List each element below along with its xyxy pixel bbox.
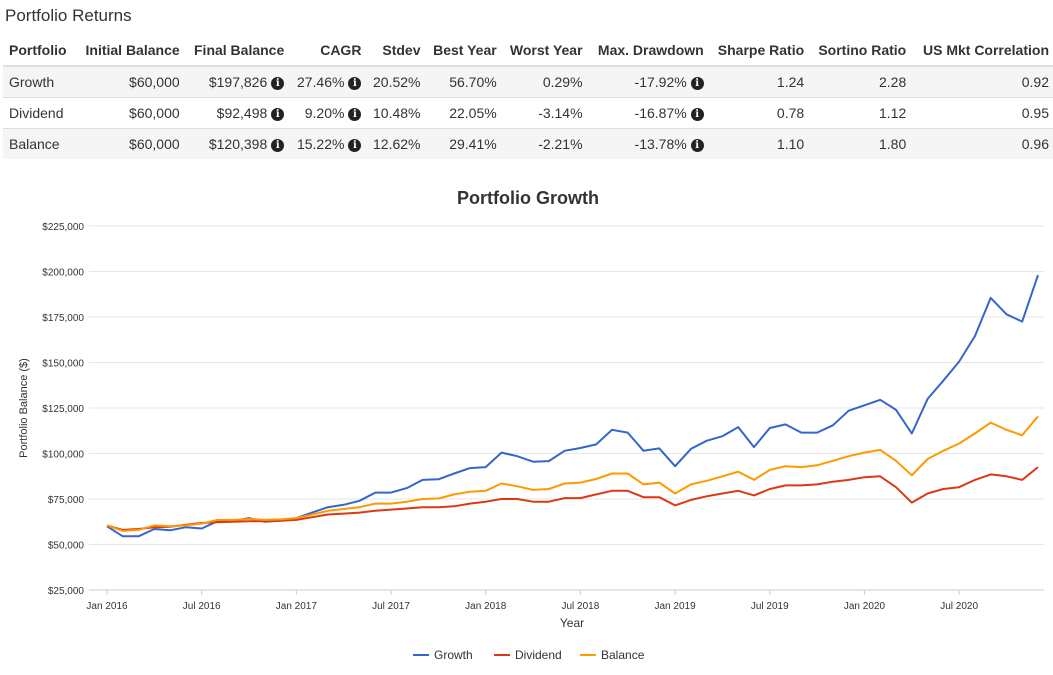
cell-max-drawdown-value: -17.92% [634, 74, 687, 90]
info-circle-icon[interactable]: i [348, 77, 362, 90]
series-line-dividend [106, 466, 1039, 531]
header-portfolio[interactable]: Portfolio [3, 36, 75, 67]
cell-initial-balance: $60,000 [74, 65, 184, 98]
cell-cagr: 15.22% i [288, 128, 366, 159]
cell-stdev: 10.48% [365, 97, 425, 129]
cell-sortino-ratio: 2.28 [808, 65, 911, 98]
cell-sharpe-ratio: 0.78 [707, 97, 809, 129]
cell-max-drawdown: -13.78% i [586, 128, 708, 159]
table-row: Growth $60,000 $197,826 i 27.46% i 20.52% … [3, 65, 1053, 98]
cell-max-drawdown: -16.87% i [586, 97, 708, 129]
cell-max-drawdown: -17.92% i [586, 65, 708, 98]
cell-us-mkt-correlation: 0.96 [910, 128, 1053, 159]
header-max-drawdown[interactable]: Max. Drawdown [586, 36, 708, 67]
cell-worst-year: 0.29% [500, 65, 587, 98]
cell-sortino-ratio: 1.80 [808, 128, 911, 159]
cell-best-year: 22.05% [424, 97, 501, 129]
chart-title: Portfolio Growth [457, 188, 599, 208]
table-row: Balance $60,000 $120,398 i 15.22% i 12.62%… [3, 128, 1053, 159]
cell-sortino-ratio: 1.12 [808, 97, 911, 129]
info-circle-icon[interactable]: i [348, 139, 362, 152]
cell-final-balance-value: $92,498 [216, 105, 268, 121]
header-best-year[interactable]: Best Year [424, 36, 501, 67]
x-tick-label: Jan 2018 [465, 601, 507, 612]
x-tick-label: Jan 2020 [844, 601, 886, 612]
cell-us-mkt-correlation: 0.95 [910, 97, 1053, 129]
x-tick-label: Jul 2017 [372, 601, 410, 612]
cell-portfolio: Dividend [3, 97, 75, 129]
x-tick-label: Jan 2017 [276, 601, 318, 612]
cell-final-balance: $197,826 i [183, 65, 289, 98]
header-cagr[interactable]: CAGR [288, 36, 366, 67]
header-stdev[interactable]: Stdev [365, 36, 425, 67]
cell-max-drawdown-value: -13.78% [634, 136, 687, 152]
cell-final-balance-value: $120,398 [208, 136, 268, 152]
cell-worst-year: -2.21% [500, 128, 587, 159]
header-worst-year[interactable]: Worst Year [500, 36, 587, 67]
section-title: Portfolio Returns [5, 6, 132, 25]
header-sortino-ratio[interactable]: Sortino Ratio [808, 36, 911, 67]
x-axis-label: Year [560, 616, 584, 630]
cell-final-balance-value: $197,826 [208, 74, 268, 90]
cell-portfolio: Growth [3, 65, 75, 98]
x-tick-label: Jul 2018 [561, 601, 599, 612]
portfolio-returns-table: Portfolio Initial Balance Final Balance … [3, 36, 1053, 159]
cell-portfolio: Balance [3, 128, 75, 159]
info-circle-icon[interactable]: i [348, 108, 362, 121]
cell-sharpe-ratio: 1.24 [707, 65, 809, 98]
header-initial-balance[interactable]: Initial Balance [74, 36, 184, 67]
cell-us-mkt-correlation: 0.92 [910, 65, 1053, 98]
cell-sharpe-ratio: 1.10 [707, 128, 809, 159]
y-tick-label: $50,000 [48, 541, 85, 552]
cell-initial-balance: $60,000 [74, 128, 184, 159]
y-tick-label: $100,000 [42, 450, 84, 461]
x-tick-label: Jan 2016 [86, 601, 128, 612]
info-circle-icon[interactable]: i [271, 77, 285, 90]
info-circle-icon[interactable]: i [690, 108, 704, 121]
info-circle-icon[interactable]: i [690, 77, 704, 90]
cell-best-year: 56.70% [424, 65, 501, 98]
cell-cagr-value: 27.46% [296, 74, 345, 90]
y-axis-label: Portfolio Balance ($) [18, 358, 30, 458]
cell-cagr: 27.46% i [288, 65, 366, 98]
legend-label-growth: Growth [434, 648, 473, 662]
chart-svg: Portfolio Growth $25,000 $50,000 $75,000 $10… [18, 188, 1044, 662]
table-row: Dividend $60,000 $92,498 i 9.20% i 10.48% … [3, 97, 1053, 129]
table-header-row: Portfolio Initial Balance Final Balance … [3, 36, 1053, 67]
x-tick-label: Jul 2020 [940, 601, 978, 612]
cell-stdev: 20.52% [365, 65, 425, 98]
y-tick-label: $150,000 [42, 359, 84, 370]
y-tick-label: $225,000 [42, 222, 84, 233]
y-tick-label: $175,000 [42, 313, 84, 324]
header-us-mkt-correlation[interactable]: US Mkt Correlation [910, 36, 1053, 67]
y-tick-label: $125,000 [42, 404, 84, 415]
y-tick-label: $25,000 [48, 586, 85, 597]
cell-stdev: 12.62% [365, 128, 425, 159]
cell-final-balance: $120,398 i [183, 128, 289, 159]
cell-max-drawdown-value: -16.87% [634, 105, 687, 121]
x-tick-label: Jul 2019 [751, 601, 789, 612]
cell-cagr: 9.20% i [288, 97, 366, 129]
cell-final-balance: $92,498 i [183, 97, 289, 129]
legend-label-dividend: Dividend [515, 648, 562, 662]
cell-initial-balance: $60,000 [74, 97, 184, 129]
x-tick-label: Jan 2019 [655, 601, 697, 612]
cell-worst-year: -3.14% [500, 97, 587, 129]
info-circle-icon[interactable]: i [271, 139, 285, 152]
portfolio-growth-chart: Portfolio Growth $25,000 $50,000 $75,000 $10… [0, 176, 1053, 670]
cell-cagr-value: 9.20% [304, 105, 345, 121]
y-tick-label: $200,000 [42, 268, 84, 279]
header-final-balance[interactable]: Final Balance [183, 36, 289, 67]
header-sharpe-ratio[interactable]: Sharpe Ratio [707, 36, 809, 67]
legend-label-balance: Balance [601, 648, 645, 662]
info-circle-icon[interactable]: i [690, 139, 704, 152]
cell-best-year: 29.41% [424, 128, 501, 159]
y-tick-label: $75,000 [48, 495, 85, 506]
cell-cagr-value: 15.22% [296, 136, 345, 152]
x-tick-label: Jul 2016 [183, 601, 221, 612]
info-circle-icon[interactable]: i [271, 108, 285, 121]
series-line-balance [106, 415, 1039, 532]
